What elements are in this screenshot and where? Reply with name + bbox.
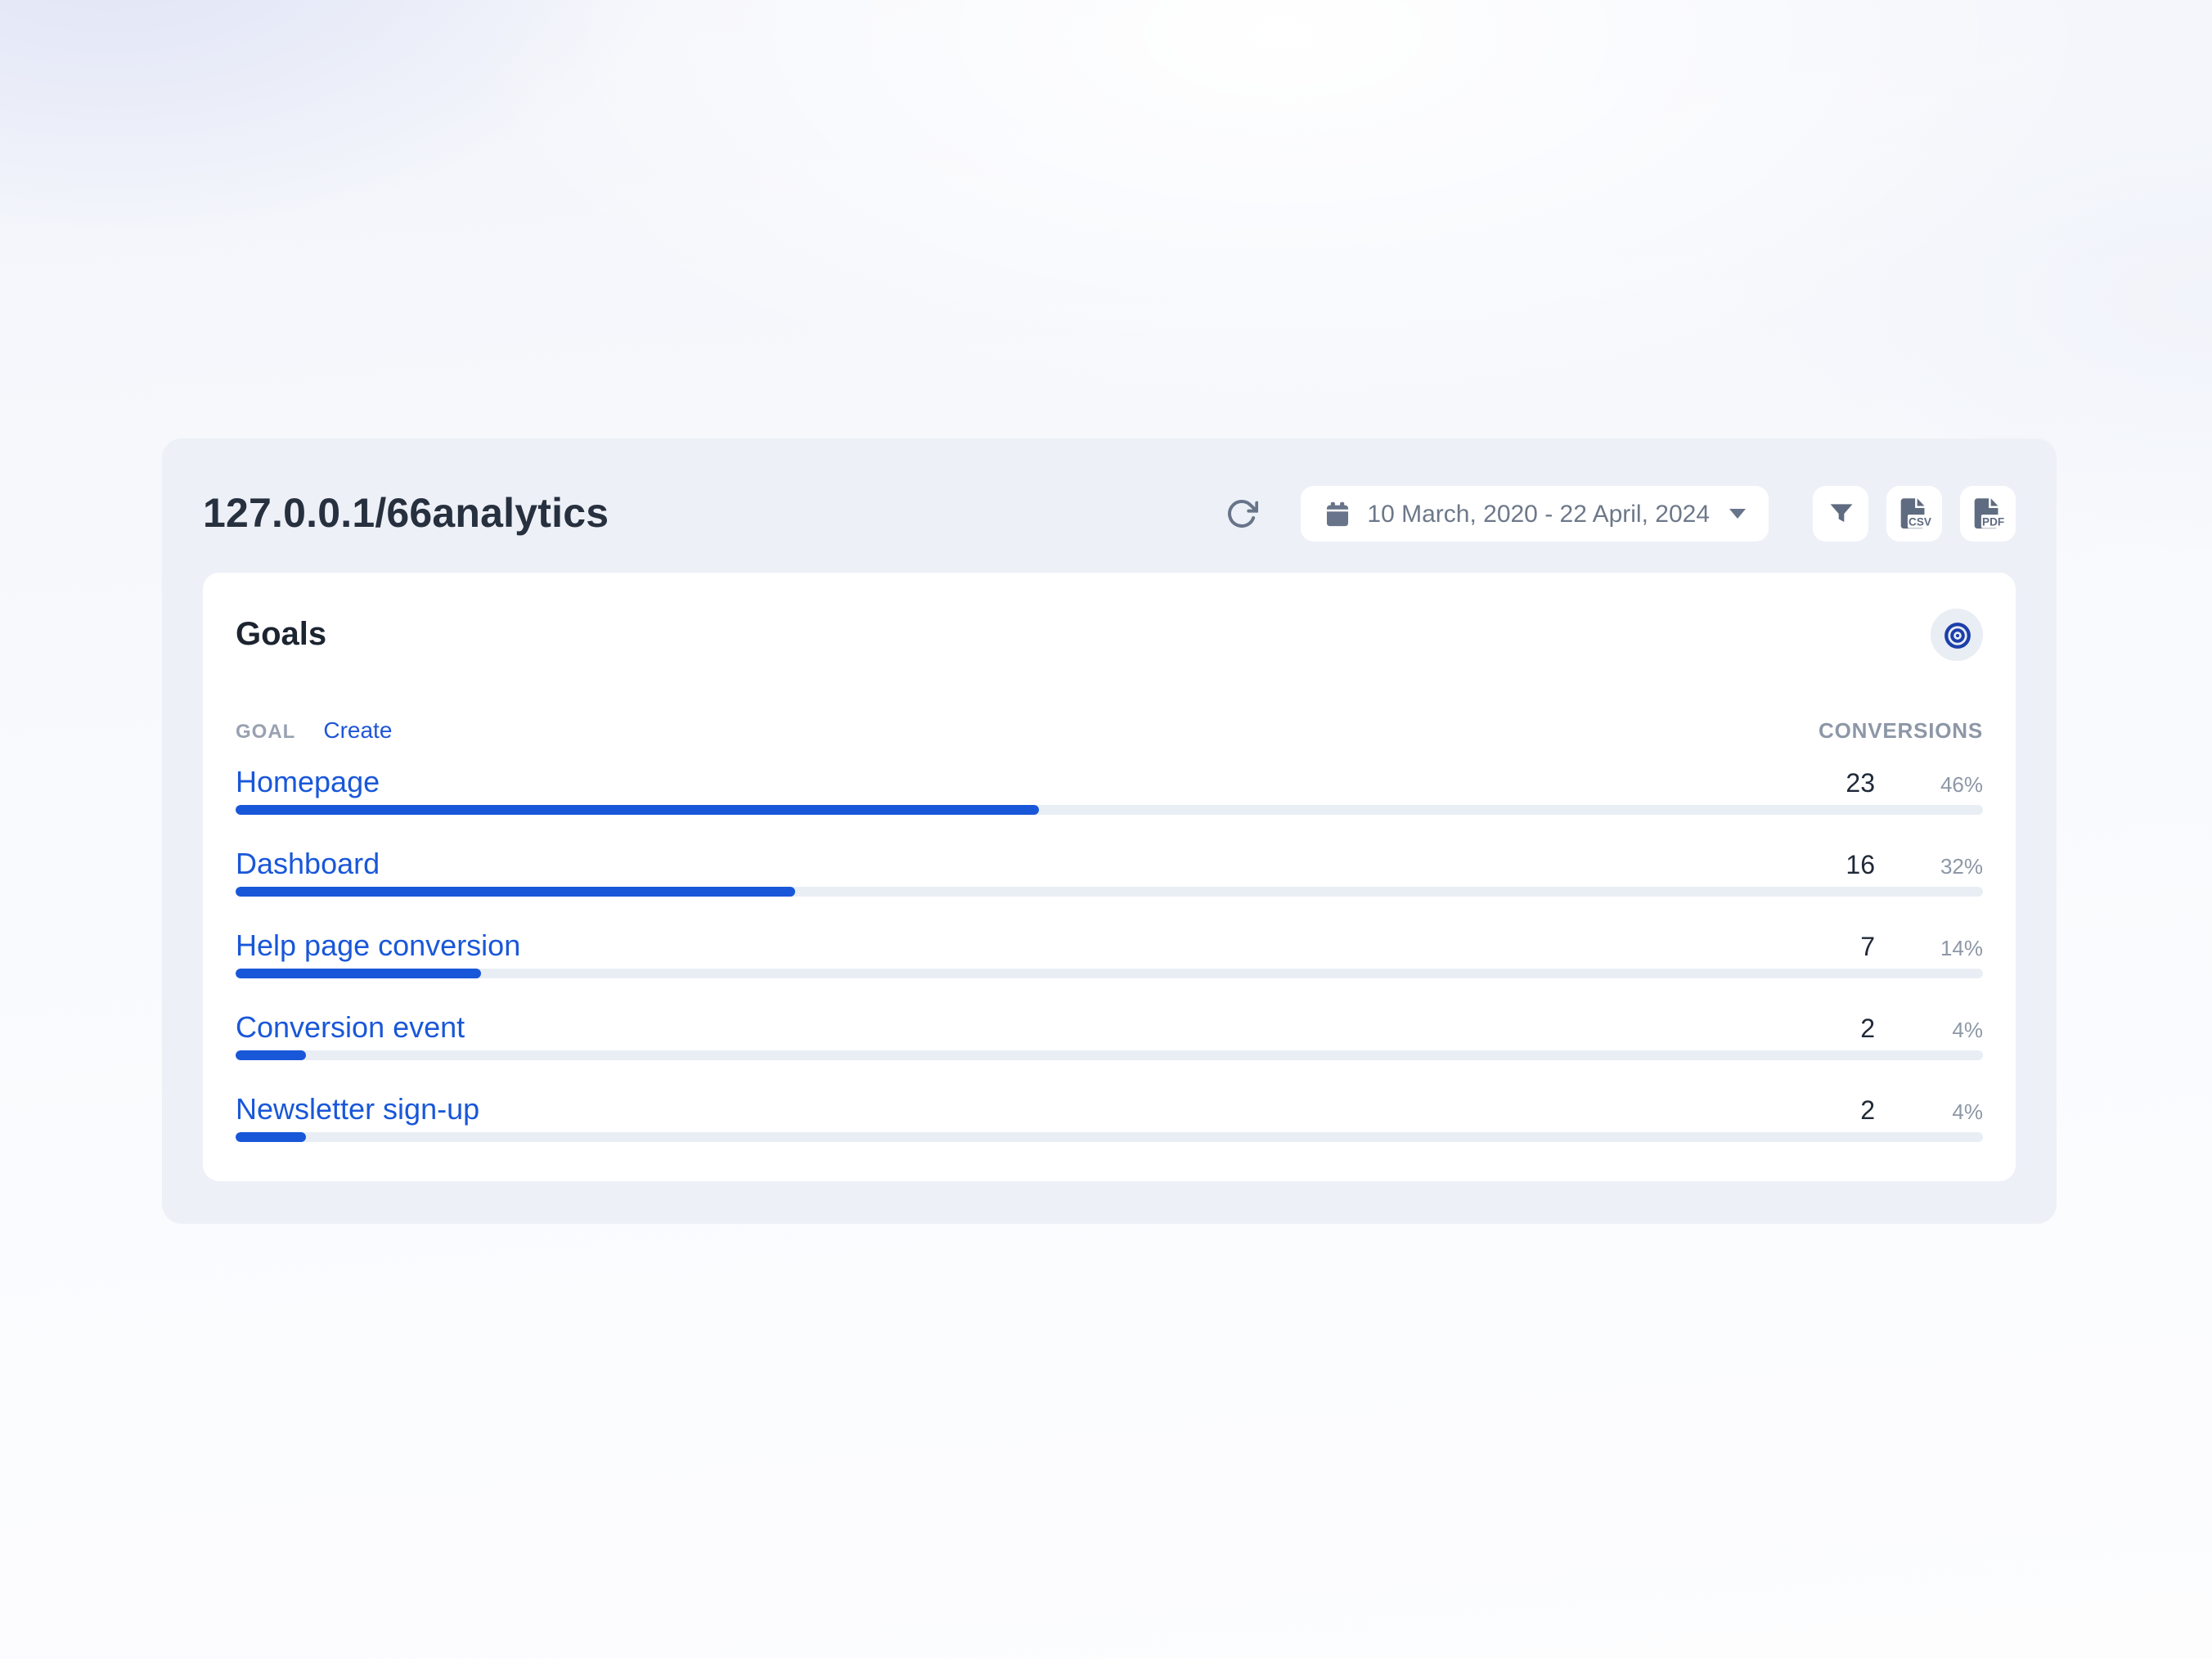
goal-link[interactable]: Dashboard xyxy=(236,847,380,880)
chevron-down-icon xyxy=(1729,509,1746,519)
goal-progress-track xyxy=(236,887,1983,897)
goal-progress-track xyxy=(236,1132,1983,1142)
conversions-value: 23 xyxy=(1846,771,1875,798)
goal-progress-fill xyxy=(236,1050,306,1060)
goal-row-top: Help page conversion 7 14% xyxy=(236,926,1983,965)
date-range-picker[interactable]: 10 March, 2020 - 22 April, 2024 xyxy=(1300,486,1769,542)
filter-icon xyxy=(1825,498,1856,529)
goal-column-group: GOAL Create xyxy=(236,717,392,743)
conversions-value: 16 xyxy=(1846,852,1875,880)
goal-row-numbers: 16 32% xyxy=(1810,852,1983,882)
goal-link[interactable]: Conversion event xyxy=(236,1011,465,1044)
goals-target-button[interactable] xyxy=(1931,609,1983,661)
goal-row: Dashboard 16 32% xyxy=(236,828,1983,897)
goals-card-header: Goals xyxy=(236,609,1983,661)
goal-progress-fill xyxy=(236,805,1040,815)
goal-progress-fill xyxy=(236,969,481,978)
target-icon xyxy=(1941,619,1972,650)
goal-row-numbers: 2 4% xyxy=(1810,1016,1983,1045)
goal-link[interactable]: Help page conversion xyxy=(236,929,521,962)
refresh-icon xyxy=(1225,497,1258,530)
conversions-percent: 4% xyxy=(1952,1018,1983,1042)
goal-row-top: Newsletter sign-up 2 4% xyxy=(236,1090,1983,1129)
columns-header: GOAL Create CONVERSIONS xyxy=(236,717,1983,743)
create-link[interactable]: Create xyxy=(323,717,393,743)
conversions-percent: 46% xyxy=(1940,772,1983,797)
svg-text:CSV: CSV xyxy=(1909,515,1931,528)
conversions-percent: 32% xyxy=(1940,854,1983,879)
goal-progress-fill xyxy=(236,887,795,897)
conversions-column-header: CONVERSIONS xyxy=(1819,718,1983,743)
analytics-panel: 127.0.0.1/66analytics xyxy=(162,438,2057,1224)
page-title: 127.0.0.1/66analytics xyxy=(203,490,609,536)
goal-progress-track xyxy=(236,805,1983,815)
goal-row: Newsletter sign-up 2 4% xyxy=(236,1073,1983,1142)
goal-row: Help page conversion 7 14% xyxy=(236,910,1983,978)
conversions-percent: 14% xyxy=(1940,936,1983,960)
date-range-label: 10 March, 2020 - 22 April, 2024 xyxy=(1367,500,1710,528)
panel-header: 127.0.0.1/66analytics xyxy=(203,481,2016,546)
conversions-value: 2 xyxy=(1860,1016,1875,1044)
conversions-value: 7 xyxy=(1860,934,1875,962)
filter-button[interactable] xyxy=(1813,486,1868,542)
goal-row-numbers: 23 46% xyxy=(1810,771,1983,800)
pdf-file-icon: PDF xyxy=(1970,496,2006,532)
goal-progress-track xyxy=(236,1050,1983,1060)
goal-row-top: Dashboard 16 32% xyxy=(236,844,1983,883)
goal-row-numbers: 2 4% xyxy=(1810,1098,1983,1127)
toolbar: 10 March, 2020 - 22 April, 2024 xyxy=(1218,486,2016,542)
export-pdf-button[interactable]: PDF xyxy=(1960,486,2016,542)
goal-row-numbers: 7 14% xyxy=(1810,934,1983,964)
svg-text:PDF: PDF xyxy=(1982,515,2004,528)
goal-row: Homepage 23 46% xyxy=(236,746,1983,815)
goal-row-top: Conversion event 2 4% xyxy=(236,1008,1983,1047)
goal-row: Conversion event 2 4% xyxy=(236,991,1983,1060)
calendar-icon xyxy=(1323,500,1351,528)
goals-title: Goals xyxy=(236,617,327,653)
goal-column-header: GOAL xyxy=(236,720,296,743)
goal-progress-track xyxy=(236,969,1983,978)
conversions-value: 2 xyxy=(1860,1098,1875,1126)
goal-link[interactable]: Homepage xyxy=(236,766,380,798)
conversions-percent: 4% xyxy=(1952,1099,1983,1124)
csv-file-icon: CSV xyxy=(1896,496,1932,532)
export-csv-button[interactable]: CSV xyxy=(1886,486,1942,542)
goal-row-top: Homepage 23 46% xyxy=(236,762,1983,802)
goal-progress-fill xyxy=(236,1132,306,1142)
refresh-button[interactable] xyxy=(1218,491,1264,537)
goals-list: Homepage 23 46% Dashboard 16 32% Help pa… xyxy=(236,746,1983,1142)
goal-link[interactable]: Newsletter sign-up xyxy=(236,1093,480,1126)
goals-card: Goals GOAL Create CONVERSION xyxy=(203,573,2016,1181)
